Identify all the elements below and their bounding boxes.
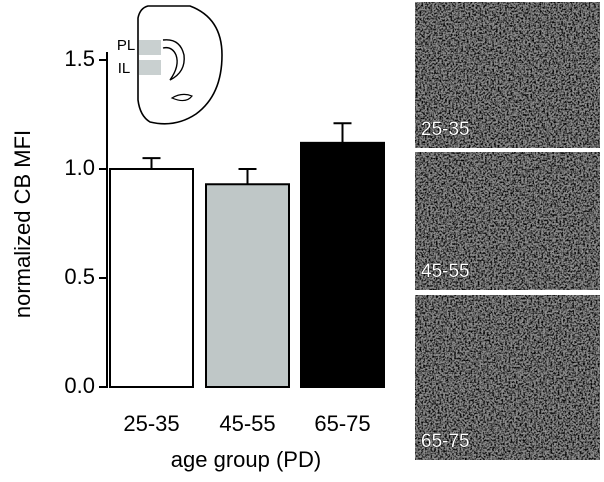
brain-outline [137, 5, 223, 125]
micrograph: 45-55 [415, 152, 600, 290]
bar [109, 168, 194, 388]
x-axis-label: age group (PD) [171, 447, 321, 472]
inset-label: PL [117, 37, 135, 54]
brain-feature [170, 93, 193, 102]
brain-inset: PL IL [117, 5, 223, 125]
bar [205, 183, 290, 388]
x-tick-label: 25-35 [123, 411, 179, 436]
y-tick-label: 0.5 [64, 264, 95, 289]
bar [300, 141, 385, 388]
panel-label: 65-75 [421, 431, 470, 452]
panel-label: 25-35 [421, 119, 470, 140]
panel-label: 45-55 [421, 261, 470, 282]
y-axis-label: normalized CB MFI [10, 130, 35, 318]
micrograph-speckle [415, 295, 600, 460]
y-tick-label: 1.5 [64, 46, 95, 71]
il-region [139, 60, 161, 75]
ventricle [162, 39, 185, 81]
micrograph-speckle [415, 2, 600, 148]
x-tick-label: 45-55 [219, 411, 275, 436]
inset-label: IL [118, 60, 131, 77]
pl-region [139, 40, 161, 55]
micrograph: 65-75 [415, 295, 600, 460]
micrograph: 25-35 [415, 2, 600, 148]
x-tick-label: 65-75 [314, 411, 370, 436]
y-tick-label: 0.0 [64, 373, 95, 398]
micrograph-speckle [415, 152, 600, 290]
y-tick-label: 1.0 [64, 155, 95, 180]
